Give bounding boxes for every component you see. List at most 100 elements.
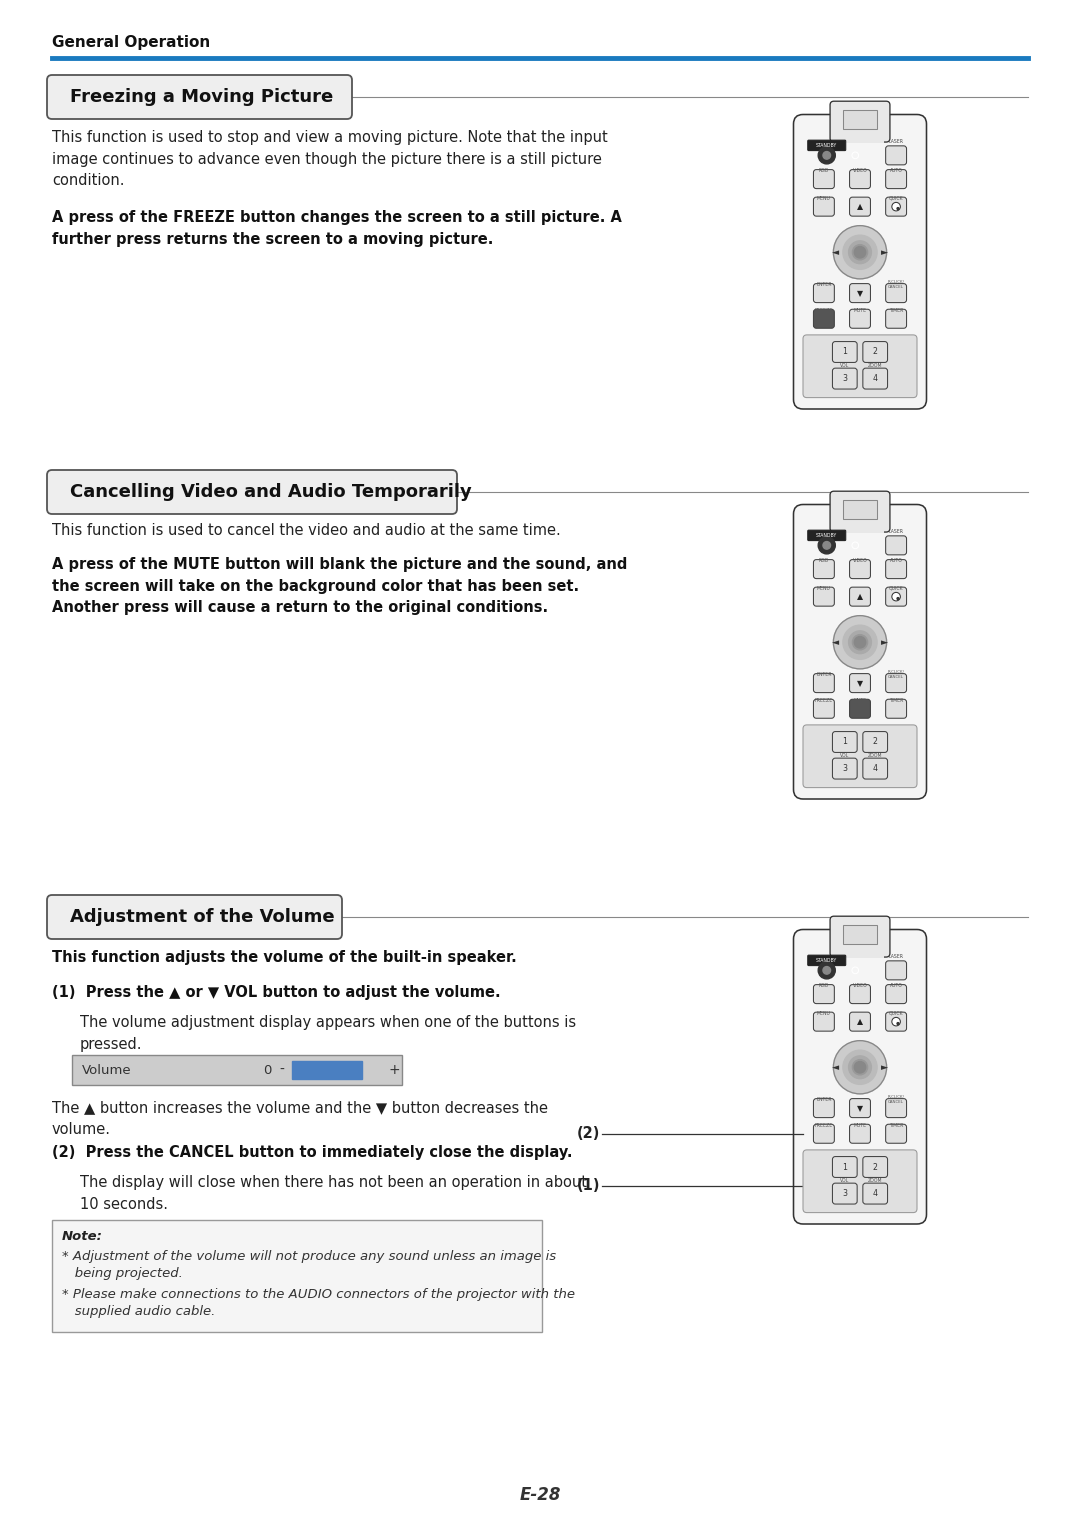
FancyBboxPatch shape bbox=[833, 342, 858, 363]
FancyBboxPatch shape bbox=[808, 140, 846, 151]
Text: (2)  Press the CANCEL button to immediately close the display.: (2) Press the CANCEL button to immediate… bbox=[52, 1144, 572, 1160]
Text: MUTE: MUTE bbox=[853, 308, 866, 313]
Text: AUTO: AUTO bbox=[890, 559, 903, 563]
Text: ▲: ▲ bbox=[858, 592, 863, 601]
Text: RGB: RGB bbox=[819, 983, 829, 987]
Text: This function is used to cancel the video and audio at the same time.: This function is used to cancel the vide… bbox=[52, 523, 561, 539]
Bar bbox=[292, 1061, 362, 1079]
FancyBboxPatch shape bbox=[813, 169, 835, 189]
FancyBboxPatch shape bbox=[833, 368, 858, 389]
FancyBboxPatch shape bbox=[850, 1099, 870, 1117]
FancyBboxPatch shape bbox=[794, 929, 927, 1224]
FancyBboxPatch shape bbox=[886, 560, 906, 578]
FancyBboxPatch shape bbox=[863, 368, 888, 389]
Circle shape bbox=[819, 961, 835, 978]
Text: A press of the FREEZE button changes the screen to a still picture. A
further pr: A press of the FREEZE button changes the… bbox=[52, 211, 622, 247]
FancyBboxPatch shape bbox=[886, 1125, 906, 1143]
Circle shape bbox=[842, 1050, 877, 1085]
Text: MENU: MENU bbox=[816, 1010, 831, 1016]
Circle shape bbox=[842, 626, 877, 659]
Text: FREEZE: FREEZE bbox=[814, 697, 833, 702]
Circle shape bbox=[854, 247, 866, 258]
Text: * Please make connections to the AUDIO connectors of the projector with the
   s: * Please make connections to the AUDIO c… bbox=[62, 1288, 575, 1318]
Circle shape bbox=[849, 241, 872, 264]
Text: STANDBY: STANDBY bbox=[816, 958, 837, 963]
FancyBboxPatch shape bbox=[833, 758, 858, 780]
FancyBboxPatch shape bbox=[833, 1157, 858, 1178]
Text: Volume: Volume bbox=[82, 1064, 132, 1076]
Text: MENU: MENU bbox=[816, 195, 831, 200]
Text: Cancelling Video and Audio Temporarily: Cancelling Video and Audio Temporarily bbox=[70, 484, 472, 501]
Text: 2: 2 bbox=[873, 737, 878, 746]
FancyBboxPatch shape bbox=[813, 284, 835, 302]
FancyBboxPatch shape bbox=[886, 536, 906, 555]
Text: STANDBY: STANDBY bbox=[816, 143, 837, 148]
Text: ▼: ▼ bbox=[858, 679, 863, 688]
FancyBboxPatch shape bbox=[886, 146, 906, 165]
FancyBboxPatch shape bbox=[813, 310, 835, 328]
Text: AUTO: AUTO bbox=[890, 168, 903, 172]
Text: 1: 1 bbox=[842, 348, 848, 357]
Text: +: + bbox=[388, 1064, 400, 1077]
Text: QUICK: QUICK bbox=[889, 586, 903, 591]
Circle shape bbox=[842, 235, 877, 270]
Text: ▲: ▲ bbox=[858, 1018, 863, 1025]
Circle shape bbox=[897, 208, 899, 209]
FancyBboxPatch shape bbox=[804, 334, 917, 398]
FancyBboxPatch shape bbox=[813, 699, 835, 719]
Text: 2: 2 bbox=[873, 348, 878, 357]
Circle shape bbox=[852, 635, 867, 650]
Text: VOL: VOL bbox=[840, 1178, 850, 1183]
FancyBboxPatch shape bbox=[850, 284, 870, 302]
FancyBboxPatch shape bbox=[48, 75, 352, 119]
Text: 4: 4 bbox=[873, 374, 878, 383]
Text: ►: ► bbox=[881, 638, 888, 647]
Bar bbox=[72, 1054, 402, 1085]
FancyBboxPatch shape bbox=[850, 588, 870, 606]
Text: General Operation: General Operation bbox=[52, 35, 211, 50]
FancyBboxPatch shape bbox=[886, 961, 906, 980]
FancyBboxPatch shape bbox=[886, 310, 906, 328]
FancyBboxPatch shape bbox=[850, 699, 870, 719]
FancyBboxPatch shape bbox=[813, 197, 835, 217]
FancyBboxPatch shape bbox=[863, 1157, 888, 1178]
Circle shape bbox=[897, 1022, 899, 1024]
Text: ▼: ▼ bbox=[858, 1103, 863, 1112]
Circle shape bbox=[854, 1062, 866, 1073]
Text: MENU: MENU bbox=[816, 586, 831, 591]
Text: E-28: E-28 bbox=[519, 1486, 561, 1505]
FancyBboxPatch shape bbox=[831, 101, 890, 142]
FancyBboxPatch shape bbox=[794, 114, 927, 409]
FancyBboxPatch shape bbox=[850, 560, 870, 578]
Text: MUTE: MUTE bbox=[853, 697, 866, 702]
Bar bbox=[52, 1219, 542, 1332]
Text: ◄: ◄ bbox=[832, 247, 839, 256]
Text: R-CLICK/
CANCEL: R-CLICK/ CANCEL bbox=[888, 281, 905, 288]
Text: The volume adjustment display appears when one of the buttons is
pressed.: The volume adjustment display appears wh… bbox=[80, 1015, 576, 1051]
FancyBboxPatch shape bbox=[804, 725, 917, 787]
Circle shape bbox=[892, 592, 901, 601]
Text: This function adjusts the volume of the built-in speaker.: This function adjusts the volume of the … bbox=[52, 951, 516, 964]
Text: * Adjustment of the volume will not produce any sound unless an image is
   bein: * Adjustment of the volume will not prod… bbox=[62, 1250, 556, 1280]
Text: ENTER: ENTER bbox=[816, 671, 832, 678]
FancyBboxPatch shape bbox=[833, 731, 858, 752]
Text: Note:: Note: bbox=[62, 1230, 103, 1244]
Text: ENTER: ENTER bbox=[816, 1097, 832, 1102]
Circle shape bbox=[823, 542, 831, 549]
Text: LASER: LASER bbox=[889, 139, 904, 143]
Text: VIDEO: VIDEO bbox=[852, 168, 867, 172]
Text: R-CLICK/
CANCEL: R-CLICK/ CANCEL bbox=[888, 1096, 905, 1103]
Text: 2: 2 bbox=[873, 1163, 878, 1172]
FancyBboxPatch shape bbox=[886, 284, 906, 302]
Text: ▲: ▲ bbox=[858, 201, 863, 211]
Circle shape bbox=[819, 146, 835, 163]
FancyBboxPatch shape bbox=[850, 169, 870, 189]
Text: ◄: ◄ bbox=[832, 1062, 839, 1071]
Text: (1): (1) bbox=[577, 1178, 600, 1193]
Circle shape bbox=[834, 615, 887, 668]
Text: This function is used to stop and view a moving picture. Note that the input
ima: This function is used to stop and view a… bbox=[52, 130, 608, 188]
Text: VOL: VOL bbox=[840, 363, 850, 368]
Text: ◄: ◄ bbox=[832, 638, 839, 647]
Text: 0: 0 bbox=[262, 1064, 271, 1076]
Circle shape bbox=[892, 1018, 901, 1025]
